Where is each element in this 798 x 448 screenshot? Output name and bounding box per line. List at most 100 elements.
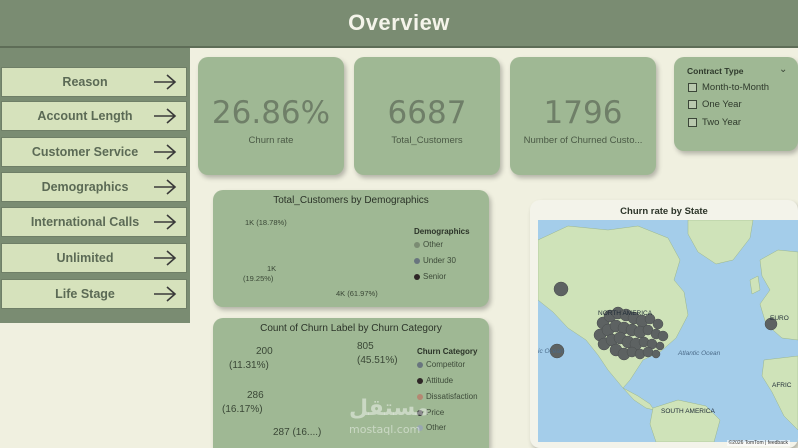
map-label-north-america: NORTH AMERICA [598,310,653,317]
nav-button-customer-service[interactable]: Customer Service [1,137,187,167]
nav-button-unlimited[interactable]: Unlimited [1,243,187,273]
legend-dot [417,424,423,431]
kpi-card-total-customers: 6687 Total_Customers [354,57,500,175]
legend-label: Dissatisfaction [426,392,478,401]
legend-label: Other [423,240,444,249]
legend-item-under-30[interactable]: Under 30 [414,256,456,265]
watermark: مستقل mostaql.com [349,396,430,436]
kpi-value: 26.86% [211,95,331,131]
slice-label-dissatisfaction-count: 286 [247,390,264,401]
slice-label-senior: 1K (18.78%) [245,218,287,227]
arrow-right-icon [154,286,177,302]
legend-dot [414,241,420,248]
nav-button-label: Demographics [41,180,129,194]
slice-label-price-count: 200 [256,346,273,357]
legend-item-price[interactable]: Price [417,408,444,417]
kpi-caption: Churn rate [248,135,294,146]
map-bubble[interactable] [651,349,661,359]
kpi-value: 1796 [543,95,623,131]
checkbox[interactable] [688,118,697,127]
legend-item-senior[interactable]: Senior [414,272,446,281]
legend-label: Price [426,408,445,417]
map-label-europe: EURO [770,315,789,322]
nav-button-label: Unlimited [56,251,114,265]
kpi-card-churn-rate: 26.86% Churn rate [198,57,344,175]
legend-dot [417,377,423,384]
nav-button-reason[interactable]: Reason [1,67,187,97]
legend-item-competitor[interactable]: Competitor [417,360,465,369]
chart-title: Total_Customers by Demographics [273,195,429,206]
kpi-caption: Number of Churned Custo... [523,135,643,146]
legend-label: Senior [423,272,447,281]
arrow-right-icon [154,214,177,230]
chevron-down-icon[interactable]: ⌄ [779,64,788,75]
slicer-option-two-year[interactable]: Two Year [688,117,741,128]
legend-label: Attitude [426,376,454,385]
legend-item-attitude[interactable]: Attitude [417,376,453,385]
demographics-pie-chart: Total_Customers by Demographics 1K (18.7… [213,190,489,307]
nav-button-account-length[interactable]: Account Length [1,101,187,131]
legend-dot [414,257,420,264]
chart-title: Count of Churn Label by Churn Category [260,323,442,334]
world-map [538,220,798,442]
slice-label-competitor-pct: (45.51%) [357,355,398,366]
nav-button-label: Customer Service [31,145,139,159]
legend-item-dissatisfaction[interactable]: Dissatisfaction [417,392,478,401]
slice-label-price-pct: (11.31%) [229,360,269,371]
map-label-pacific: ic Ocean [538,348,564,355]
watermark-latin: mostaql.com [349,423,421,436]
legend-dot [417,393,423,400]
map-label-africa: AFRIC [772,382,792,389]
slicer-option-label: One Year [702,99,742,110]
slicer-option-one-year[interactable]: One Year [688,99,742,110]
sidebar: Reason Account Length Customer Service D… [0,48,190,323]
slicer-title: Contract Type [687,66,744,76]
arrow-right-icon [154,250,177,266]
map-title: Churn rate by State [620,206,708,217]
map-bubble[interactable] [644,313,656,325]
map-attribution[interactable]: ©2026 TomTom | feedback [726,440,790,446]
churn-category-pie-chart: Count of Churn Label by Churn Category 8… [213,318,489,448]
legend-dot [417,361,423,368]
slicer-option-label: Two Year [702,117,742,128]
legend-label: Competitor [426,360,466,369]
arrow-right-icon [154,179,177,195]
legend-label: Under 30 [423,256,456,265]
map-bubble[interactable] [657,330,669,342]
checkbox[interactable] [688,100,697,109]
nav-button-life-stage[interactable]: Life Stage [1,279,187,309]
watermark-arabic: مستقل [349,396,430,421]
legend-item-other[interactable]: Other [414,240,443,249]
map-label-south-america: SOUTH AMERICA [661,408,715,415]
nav-button-label: Reason [62,75,108,89]
slice-label-competitor-count: 805 [357,341,374,352]
slicer-option-label: Month-to-Month [702,82,770,93]
map-bubble[interactable] [549,343,565,359]
checkbox[interactable] [688,83,697,92]
churn-rate-map-card: Churn rate by State NORTH AMERICA SOUTH … [530,200,798,448]
nav-button-label: Account Length [37,109,133,123]
map-bubble[interactable] [553,281,569,297]
legend-item-other[interactable]: Other [417,423,446,432]
kpi-card-churned-customers: 1796 Number of Churned Custo... [510,57,656,175]
page-header: Overview [0,0,798,48]
legend-title: Demographics [414,227,470,236]
legend-title: Churn Category [417,347,478,356]
nav-button-demographics[interactable]: Demographics [1,172,187,202]
arrow-right-icon [154,74,177,90]
map-area[interactable]: NORTH AMERICA SOUTH AMERICA Atlantic Oce… [538,220,798,442]
kpi-caption: Total_Customers [391,135,463,146]
map-bubble[interactable] [642,346,654,358]
map-bubble[interactable] [764,317,778,331]
nav-button-international-calls[interactable]: International Calls [1,207,187,237]
slice-label-other: 4K (61.97%) [336,289,378,298]
arrow-right-icon [154,144,177,160]
map-label-atlantic: Atlantic Ocean [678,350,721,357]
kpi-value: 6687 [387,95,467,131]
slice-label-attitude: 287 (16....) [273,427,322,438]
legend-label: Other [426,423,447,432]
slice-label-under-30-count: 1K [267,264,277,273]
map-bubble[interactable] [652,318,664,330]
map-bubble[interactable] [655,341,665,351]
slicer-option-month-to-month[interactable]: Month-to-Month [688,82,769,93]
